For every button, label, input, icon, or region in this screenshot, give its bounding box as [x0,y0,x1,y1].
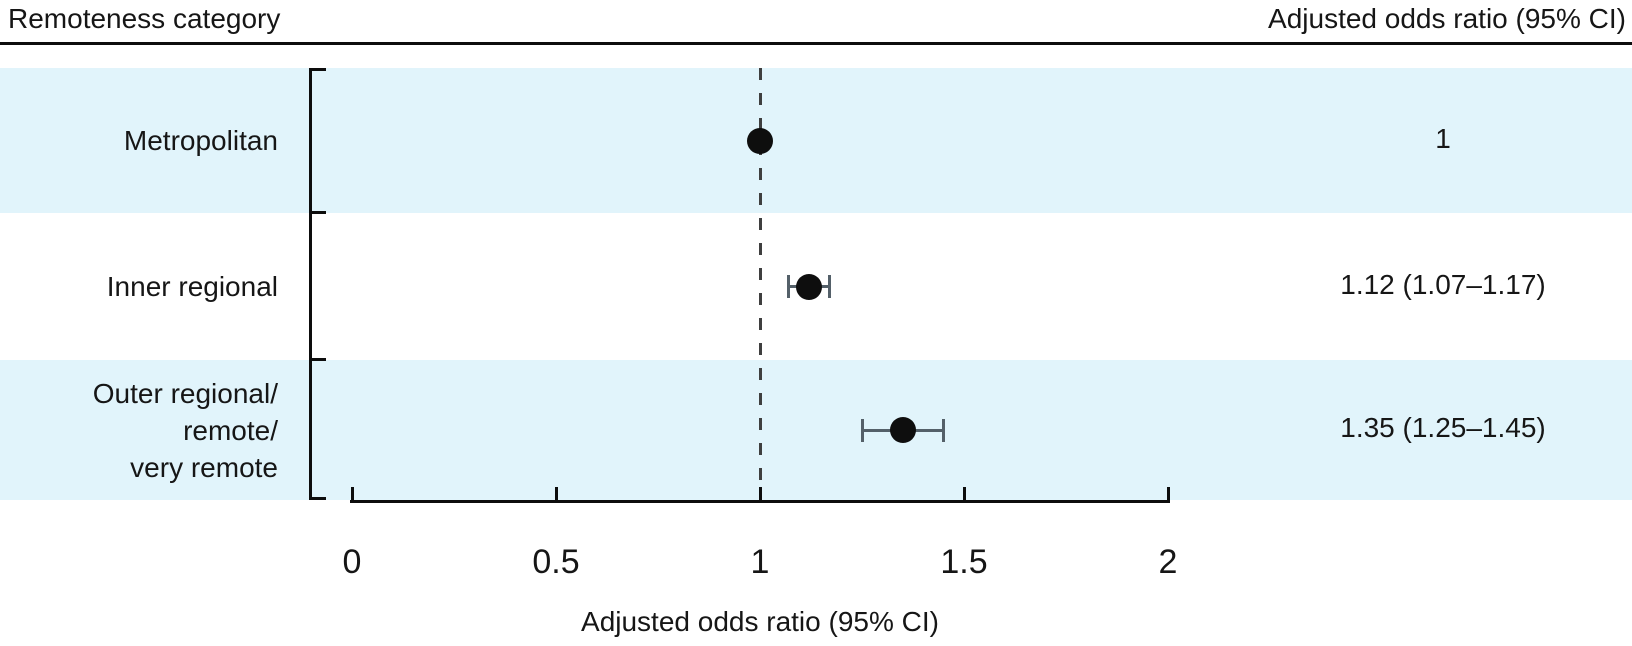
header-divider-line [0,42,1632,45]
x-axis-tick-label: 0.5 [532,543,580,581]
row-category-label: Metropolitan [123,125,278,156]
x-axis-title: Adjusted odds ratio (95% CI) [581,606,939,637]
point-estimate-marker [795,273,822,300]
confidence-interval-cap-low [860,418,864,442]
row-band [0,360,1632,500]
x-axis-tick [758,487,762,501]
reference-line-at-1 [758,68,762,502]
confidence-interval-cap-high [942,418,946,442]
y-axis-tick [309,211,326,214]
row-value-label: 1 [1435,122,1451,154]
column-header-remoteness-category: Remoteness category [8,3,281,34]
y-axis-tick [309,68,326,71]
confidence-interval-cap-low [787,275,791,298]
x-axis-tick-label: 1.5 [940,543,988,581]
x-axis-tick [554,487,558,501]
y-axis-line [309,68,312,500]
x-axis-tick-label: 1 [750,543,770,581]
row-value-label: 1.35 (1.25–1.45) [1340,412,1546,443]
row-value-label: 1.12 (1.07–1.17) [1340,268,1546,300]
row-category-label: Inner regional [106,271,278,302]
row-band [0,68,1632,213]
x-axis-tick-label: 0 [342,543,362,581]
column-header-adjusted-odds-ratio: Adjusted odds ratio (95% CI) [1268,3,1626,34]
x-axis-tick [962,487,966,501]
y-axis-tick [309,497,326,500]
x-axis-line [350,500,1170,503]
y-axis-tick [309,358,326,361]
x-axis-tick-label: 2 [1158,543,1178,581]
point-estimate-marker [747,127,773,154]
x-axis-tick [350,487,354,501]
confidence-interval-cap-high [827,275,831,298]
x-axis-tick [1166,487,1170,501]
point-estimate-marker [889,417,916,443]
row-category-label: Outer regional/ remote/ very remote [92,377,278,483]
